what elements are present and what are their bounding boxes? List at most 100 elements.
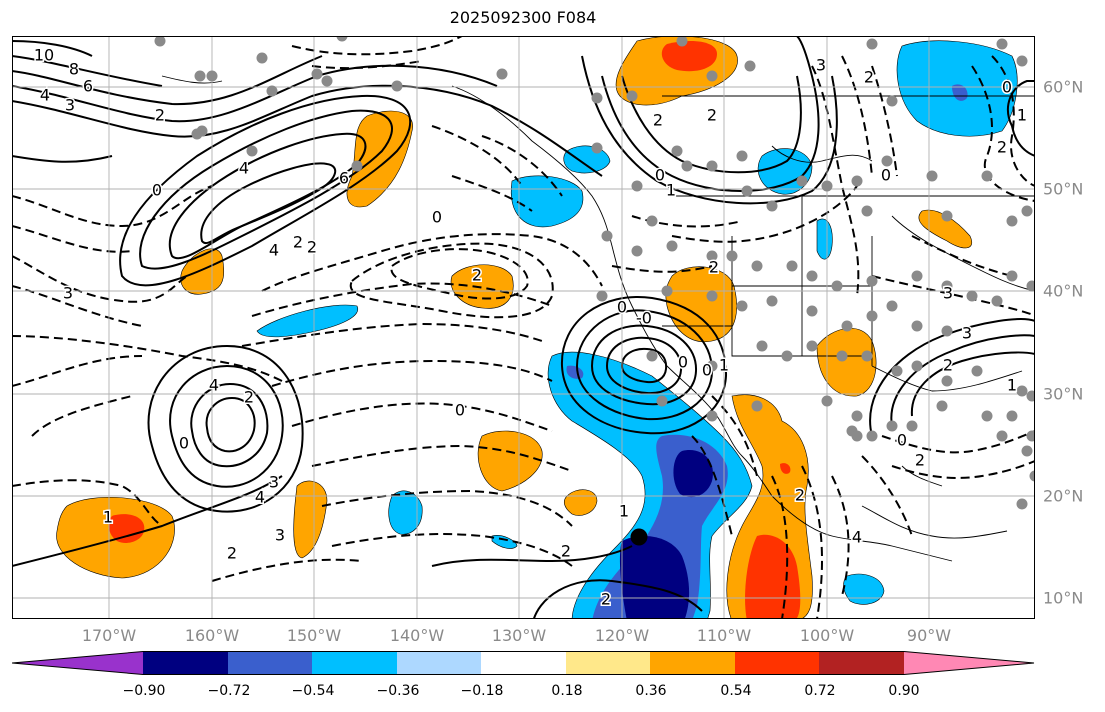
station-dot (1029, 470, 1035, 482)
contours-negative (12, 36, 1035, 619)
station-dot (971, 365, 983, 377)
station-dot (311, 68, 323, 80)
contour-label: 0 (702, 361, 712, 380)
map-frame (12, 36, 1035, 619)
colorbar-tick-label: 0.90 (888, 683, 920, 699)
station-dot (941, 280, 953, 292)
contour-label: 4 (852, 528, 862, 547)
positive-region (293, 480, 328, 559)
colorbar-tick-label: −0.72 (207, 683, 251, 699)
colorbar-tick-label: −0.90 (122, 683, 166, 699)
contour-label: 6 (83, 77, 93, 96)
station-dot (1021, 205, 1033, 217)
contour-label: 1 (1017, 106, 1027, 125)
station-dot (196, 125, 208, 137)
station-dot (646, 215, 658, 227)
station-dot (751, 400, 763, 412)
station-dot (591, 92, 603, 104)
colorbar-swatch (819, 651, 904, 675)
station-dot (996, 430, 1008, 442)
contour-label: 0 (617, 298, 627, 317)
contour-label: 2 (227, 544, 237, 563)
station-dot (706, 410, 718, 422)
lat-lon-grid (12, 36, 1035, 619)
station-dot (706, 70, 718, 82)
contour-label: 1 (1007, 376, 1017, 395)
station-dot (886, 300, 898, 312)
station-dot (836, 350, 848, 362)
station-dot (756, 340, 768, 352)
station-dot (591, 142, 603, 154)
contour-label: 8 (69, 60, 79, 79)
contour-label: 3 (269, 473, 279, 492)
station-dot (321, 75, 333, 87)
lon-label: 150°W (286, 626, 342, 645)
contour-label: 3 (962, 324, 972, 343)
station-dot (631, 180, 643, 192)
lon-label: 170°W (81, 626, 137, 645)
station-dot (866, 430, 878, 442)
contour-label: 0 (455, 401, 465, 420)
station-dots (154, 36, 1035, 510)
contour-label: 1 (666, 181, 676, 200)
station-dot (821, 395, 833, 407)
colorbar-swatch (12, 651, 143, 675)
contour-label: 4 (269, 241, 279, 260)
station-dot (706, 160, 718, 172)
chart-title: 2025092300 F084 (449, 8, 597, 27)
station-dot (1026, 430, 1035, 442)
lat-label: 20°N (1043, 486, 1084, 506)
contour-label: 4 (40, 86, 50, 105)
station-dot (666, 240, 678, 252)
colorbar-swatch (143, 651, 228, 675)
station-dot (1026, 280, 1035, 292)
station-dot (681, 160, 693, 172)
contour-label: 0 (432, 208, 442, 227)
station-dot (886, 420, 898, 432)
station-dot (911, 270, 923, 282)
station-dot (391, 80, 403, 92)
lon-label: 110°W (696, 626, 752, 645)
station-dot (861, 205, 873, 217)
colorbar (12, 651, 1035, 675)
station-dot (886, 95, 898, 107)
colorbar-tick-label: 0.36 (635, 683, 667, 699)
station-dot (936, 400, 948, 412)
contour-label: 2 (709, 258, 719, 277)
lon-label: 160°W (184, 626, 240, 645)
station-dot (996, 38, 1008, 50)
station-dot (926, 170, 938, 182)
station-dot (881, 155, 893, 167)
contour-label: 1 (103, 508, 113, 527)
negative-region (256, 304, 359, 338)
contour-label: 1 (719, 356, 729, 375)
contour-label: 4 (209, 376, 219, 395)
colorbar-swatch (650, 651, 735, 675)
station-dot (751, 260, 763, 272)
contour-label: 2 (943, 356, 953, 375)
station-dot (841, 320, 853, 332)
station-dot (1026, 390, 1035, 402)
station-dot (1016, 498, 1028, 510)
storm-center-marker (630, 528, 648, 546)
station-dot (766, 200, 778, 212)
station-dot (671, 145, 683, 157)
station-dot (911, 360, 923, 372)
lat-label: 50°N (1043, 179, 1084, 199)
station-dot (866, 38, 878, 50)
negative-region (673, 450, 713, 498)
colorbar-swatch (397, 651, 481, 675)
lat-label: 10°N (1043, 588, 1084, 608)
station-dot (981, 170, 993, 182)
positive-region (780, 463, 791, 474)
station-dot (906, 420, 918, 432)
station-dot (941, 210, 953, 222)
contour-label: 1 (619, 502, 629, 521)
station-dot (851, 410, 863, 422)
lon-label: 100°W (799, 626, 855, 645)
station-dot (266, 85, 278, 97)
station-dot (891, 365, 903, 377)
contour-label: 2 (864, 68, 874, 87)
contour-label: 2 (795, 486, 805, 505)
